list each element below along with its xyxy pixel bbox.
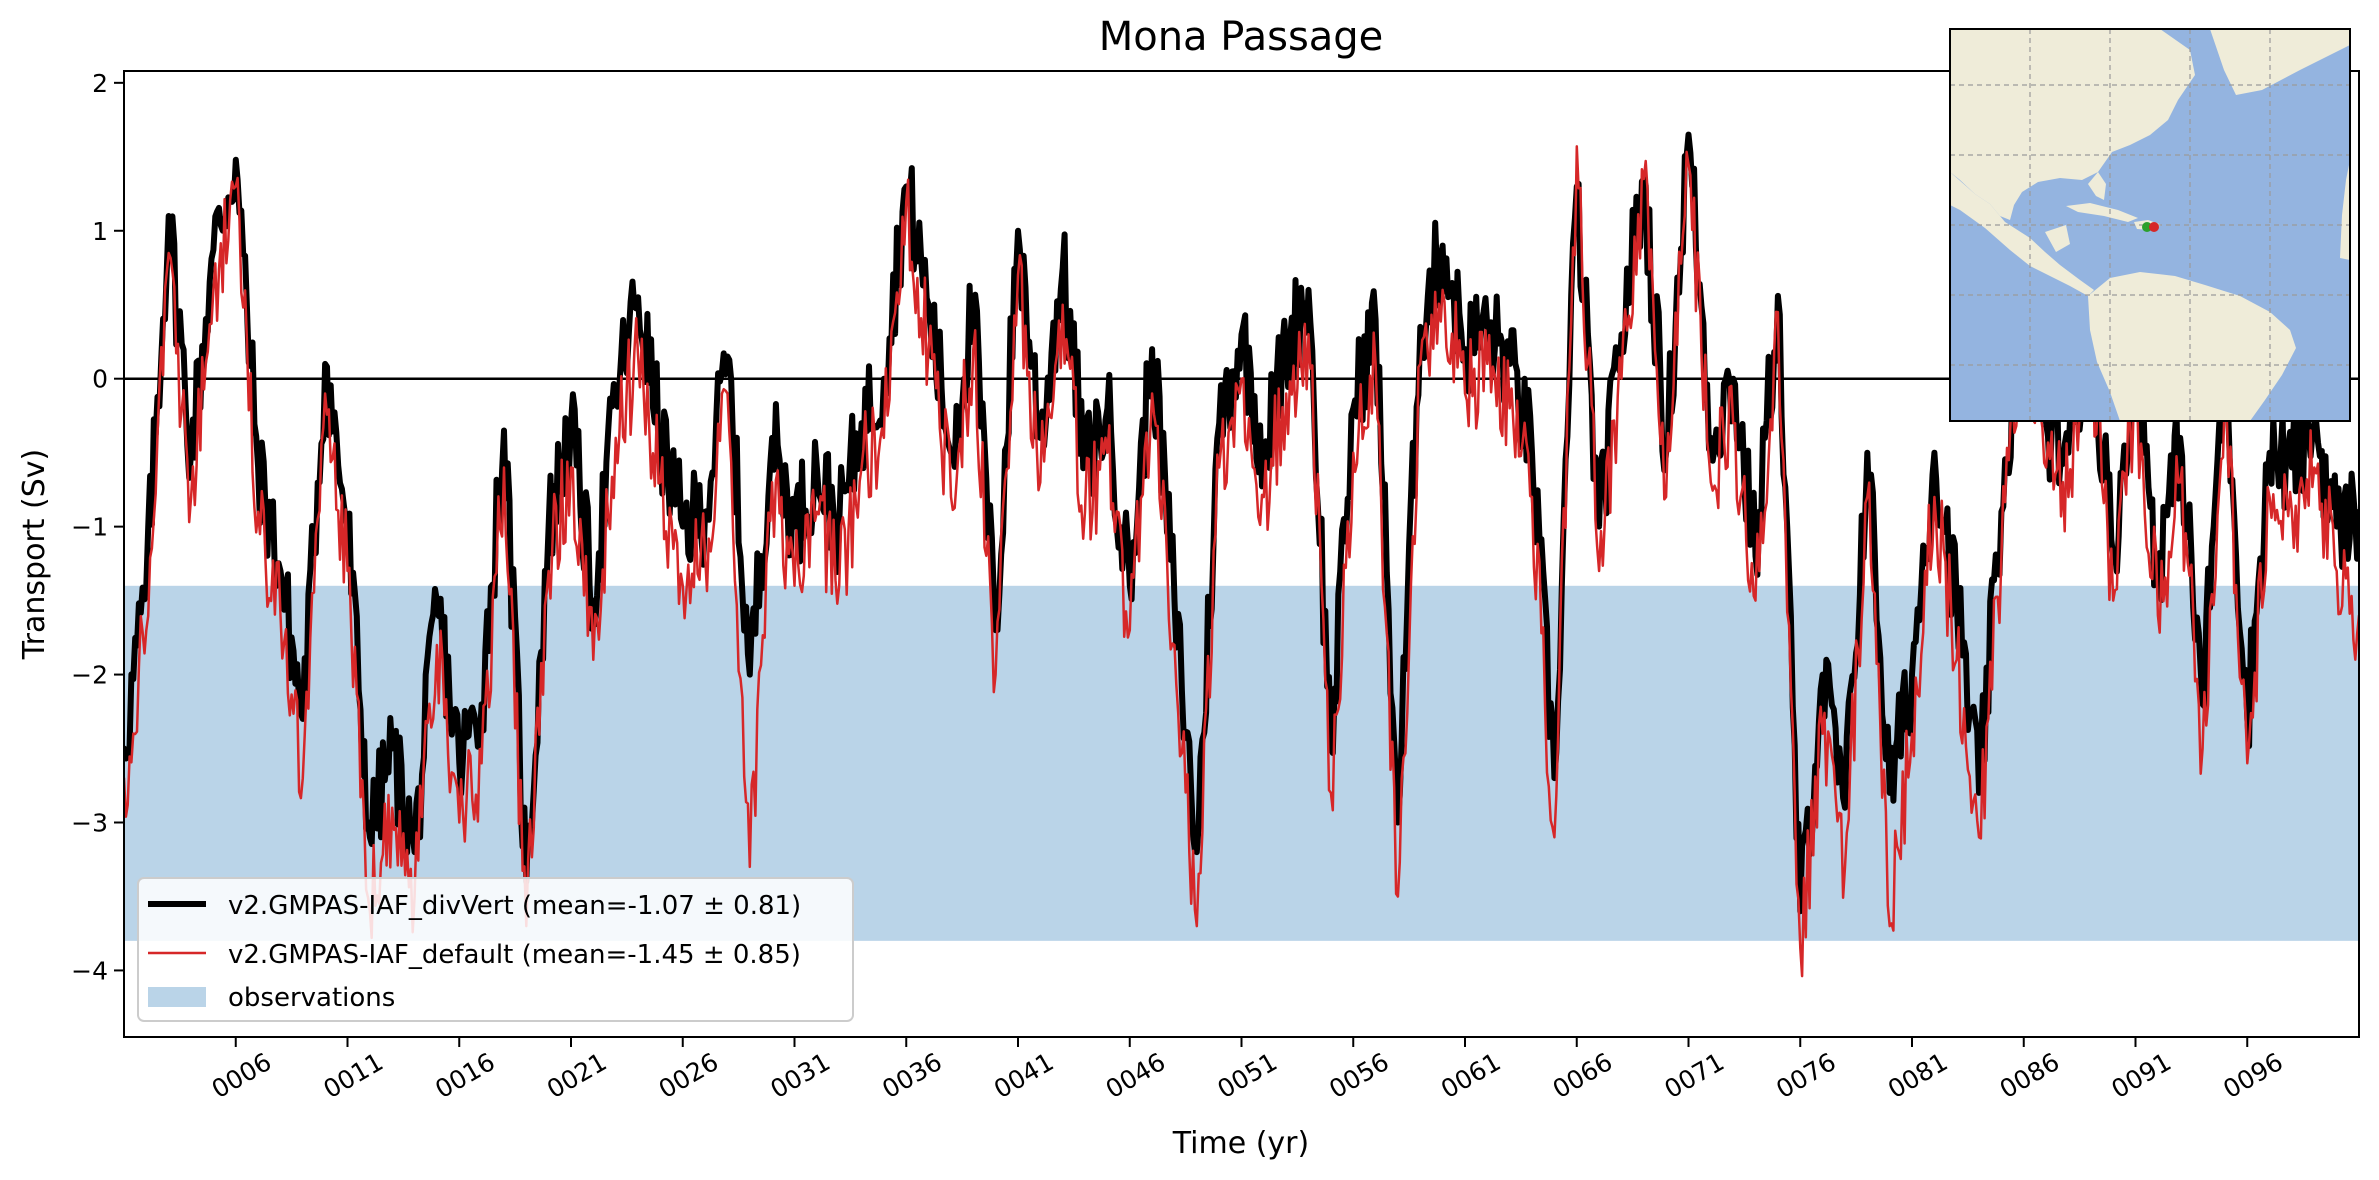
y-tick-label: −3: [71, 808, 108, 837]
legend-label-default: v2.GMPAS-IAF_default (mean=-1.45 ± 0.85): [228, 940, 801, 970]
legend-label-divvert: v2.GMPAS-IAF_divVert (mean=-1.07 ± 0.81): [228, 891, 801, 921]
x-axis-label: Time (yr): [1172, 1126, 1309, 1161]
inset-map-central-america: [1950, 172, 2094, 296]
inset-map-yucatan: [2045, 225, 2070, 252]
y-tick-label: −4: [71, 956, 108, 985]
inset-map-frame: [1949, 28, 2351, 422]
y-tick-label: 1: [92, 217, 108, 246]
inset-map: [1949, 28, 2351, 422]
y-tick-label: −2: [71, 661, 108, 690]
legend: v2.GMPAS-IAF_divVert (mean=-1.07 ± 0.81)…: [137, 877, 854, 1022]
y-tick-label: 2: [92, 69, 108, 98]
inset-map-florida: [2088, 172, 2106, 200]
y-axis: 2 1 0 −1 −2 −3 −4: [71, 69, 124, 985]
y-tick-label: −1: [71, 513, 108, 542]
legend-swatch-observations: [148, 987, 206, 1007]
y-axis-label: Transport (Sv): [17, 449, 52, 661]
inset-map-marker-green: [2142, 222, 2152, 232]
series-line-default: [124, 145, 2359, 978]
chart-title: Mona Passage: [1099, 14, 1384, 60]
inset-map-marker-red: [2149, 222, 2159, 232]
series-line-divvert: [124, 131, 2359, 915]
inset-map-africa: [2340, 160, 2350, 260]
inset-map-north-america: [1950, 29, 2195, 220]
inset-map-greenland: [2210, 29, 2350, 95]
inset-map-south-america: [2088, 272, 2296, 421]
inset-map-cuba: [2066, 203, 2138, 222]
y-tick-label: 0: [92, 365, 108, 394]
legend-box: [137, 877, 854, 1022]
legend-label-observations: observations: [228, 983, 395, 1013]
